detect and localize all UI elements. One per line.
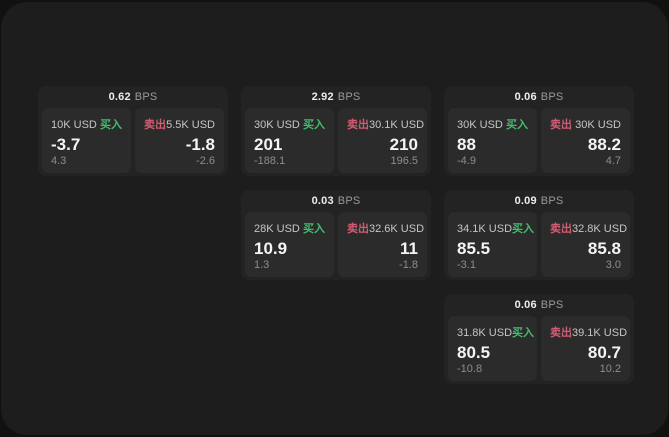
bps-value: 0.03: [311, 195, 334, 207]
buy-panel[interactable]: 30K USD 买入 201 -188.1: [245, 108, 334, 173]
buy-price: 10.9: [254, 239, 288, 258]
sell-panel[interactable]: 卖出 30K USD 88.2 4.7: [541, 108, 630, 173]
bps-unit: BPS: [540, 299, 564, 311]
sell-button[interactable]: 卖出: [550, 327, 572, 339]
sell-price: 11: [400, 239, 418, 258]
buy-panel[interactable]: 28K USD 买入 10.9 1.3: [245, 212, 334, 277]
sell-delta: -1.8: [399, 259, 418, 271]
sell-price: -1.8: [185, 135, 215, 154]
sell-amount: 32.6K USD: [369, 223, 425, 235]
quote-card: 0.09 BPS 34.1K USD 买入 85.5 -3.1 卖出 32.8K …: [444, 190, 634, 280]
sell-panel[interactable]: 卖出 5.5K USD -1.8 -2.6: [135, 108, 224, 173]
sell-delta: -2.6: [196, 155, 215, 167]
buy-panel[interactable]: 10K USD 买入 -3.7 4.3: [42, 108, 131, 173]
sell-delta: 3.0: [605, 259, 621, 271]
sell-delta: 196.5: [390, 155, 418, 167]
sell-delta: 10.2: [599, 363, 621, 375]
card-header: 0.09 BPS: [444, 190, 634, 212]
quote-card: 0.06 BPS 31.8K USD 买入 80.5 -10.8 卖出 39.1K…: [444, 294, 634, 384]
buy-price: -3.7: [51, 135, 81, 154]
card-header: 0.62 BPS: [38, 86, 228, 108]
sell-button[interactable]: 卖出: [347, 119, 369, 131]
quote-card: 0.06 BPS 30K USD 买入 88 -4.9 卖出 30K USD 88…: [444, 86, 634, 176]
buy-delta: -3.1: [457, 259, 476, 271]
buy-amount: 30K USD: [457, 119, 503, 131]
card-header: 2.92 BPS: [241, 86, 431, 108]
quote-card: 0.62 BPS 10K USD 买入 -3.7 4.3 卖出 5.5K USD …: [38, 86, 228, 176]
sell-price: 210: [389, 135, 418, 154]
bps-unit: BPS: [540, 195, 564, 207]
buy-delta: 1.3: [254, 259, 270, 271]
sell-panel[interactable]: 卖出 32.6K USD 11 -1.8: [338, 212, 427, 277]
sell-delta: 4.7: [605, 155, 621, 167]
sell-button[interactable]: 卖出: [144, 119, 166, 131]
sell-amount: 32.8K USD: [572, 223, 628, 235]
buy-panel[interactable]: 34.1K USD 买入 85.5 -3.1: [448, 212, 537, 277]
buy-button[interactable]: 买入: [100, 119, 122, 131]
buy-delta: -10.8: [457, 363, 483, 375]
buy-amount: 31.8K USD: [457, 327, 513, 339]
sell-price: 85.8: [587, 239, 621, 258]
sell-amount: 5.5K USD: [166, 119, 215, 131]
sell-amount: 30.1K USD: [369, 119, 425, 131]
sell-amount: 30K USD: [575, 119, 621, 131]
sell-amount: 39.1K USD: [572, 327, 628, 339]
bps-unit: BPS: [540, 91, 564, 103]
sell-panel[interactable]: 卖出 32.8K USD 85.8 3.0: [541, 212, 630, 277]
card-header: 0.06 BPS: [444, 86, 634, 108]
buy-button[interactable]: 买入: [303, 223, 325, 235]
buy-button[interactable]: 买入: [512, 223, 535, 235]
buy-amount: 28K USD: [254, 223, 300, 235]
bps-unit: BPS: [337, 91, 361, 103]
card-header: 0.06 BPS: [444, 294, 634, 316]
bps-value: 2.92: [311, 91, 334, 103]
sell-price: 88.2: [587, 135, 621, 154]
quote-card: 2.92 BPS 30K USD 买入 201 -188.1 卖出 30.1K U…: [241, 86, 431, 176]
buy-delta: -188.1: [254, 155, 286, 167]
buy-price: 88: [457, 135, 476, 154]
quote-card: 0.03 BPS 28K USD 买入 10.9 1.3 卖出 32.6K USD…: [241, 190, 431, 280]
buy-price: 85.5: [457, 239, 491, 258]
bps-unit: BPS: [134, 91, 158, 103]
buy-button[interactable]: 买入: [512, 327, 535, 339]
buy-price: 201: [254, 135, 283, 154]
bps-unit: BPS: [337, 195, 361, 207]
buy-amount: 30K USD: [254, 119, 300, 131]
sell-button[interactable]: 卖出: [347, 223, 369, 235]
buy-price: 80.5: [457, 343, 491, 362]
sell-button[interactable]: 卖出: [550, 119, 572, 131]
buy-panel[interactable]: 31.8K USD 买入 80.5 -10.8: [448, 316, 537, 381]
sell-button[interactable]: 卖出: [550, 223, 572, 235]
bps-value: 0.62: [108, 91, 131, 103]
buy-amount: 10K USD: [51, 119, 97, 131]
buy-amount: 34.1K USD: [457, 223, 513, 235]
bps-value: 0.06: [514, 91, 537, 103]
buy-delta: 4.3: [51, 155, 67, 167]
buy-panel[interactable]: 30K USD 买入 88 -4.9: [448, 108, 537, 173]
sell-panel[interactable]: 卖出 30.1K USD 210 196.5: [338, 108, 427, 173]
sell-price: 80.7: [587, 343, 621, 362]
buy-button[interactable]: 买入: [303, 119, 325, 131]
buy-delta: -4.9: [457, 155, 476, 167]
buy-button[interactable]: 买入: [506, 119, 528, 131]
bps-value: 0.09: [514, 195, 537, 207]
sell-panel[interactable]: 卖出 39.1K USD 80.7 10.2: [541, 316, 630, 381]
card-header: 0.03 BPS: [241, 190, 431, 212]
bps-value: 0.06: [514, 299, 537, 311]
